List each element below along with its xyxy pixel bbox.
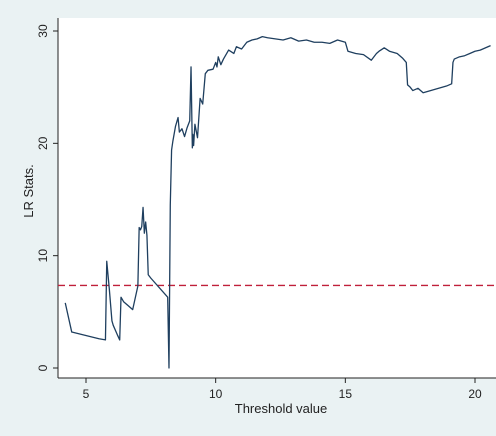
y-tick-label: 30: [36, 24, 50, 38]
x-axis-label: Threshold value: [235, 401, 328, 416]
axes: 0 10 20 30 5 10 15 20: [36, 18, 496, 401]
x-tick-label: 15: [339, 387, 353, 401]
y-tick-label: 10: [36, 249, 50, 263]
x-tick-label: 5: [83, 387, 90, 401]
series-line: [64, 35, 491, 369]
y-axis-label: LR Stats.: [21, 164, 36, 217]
y-tick-label: 0: [36, 364, 50, 371]
plot-area: [58, 18, 496, 378]
x-tick-label: 10: [209, 387, 223, 401]
y-tick-label: 20: [36, 136, 50, 150]
series-group: [64, 35, 491, 369]
x-tick-label: 20: [468, 387, 482, 401]
